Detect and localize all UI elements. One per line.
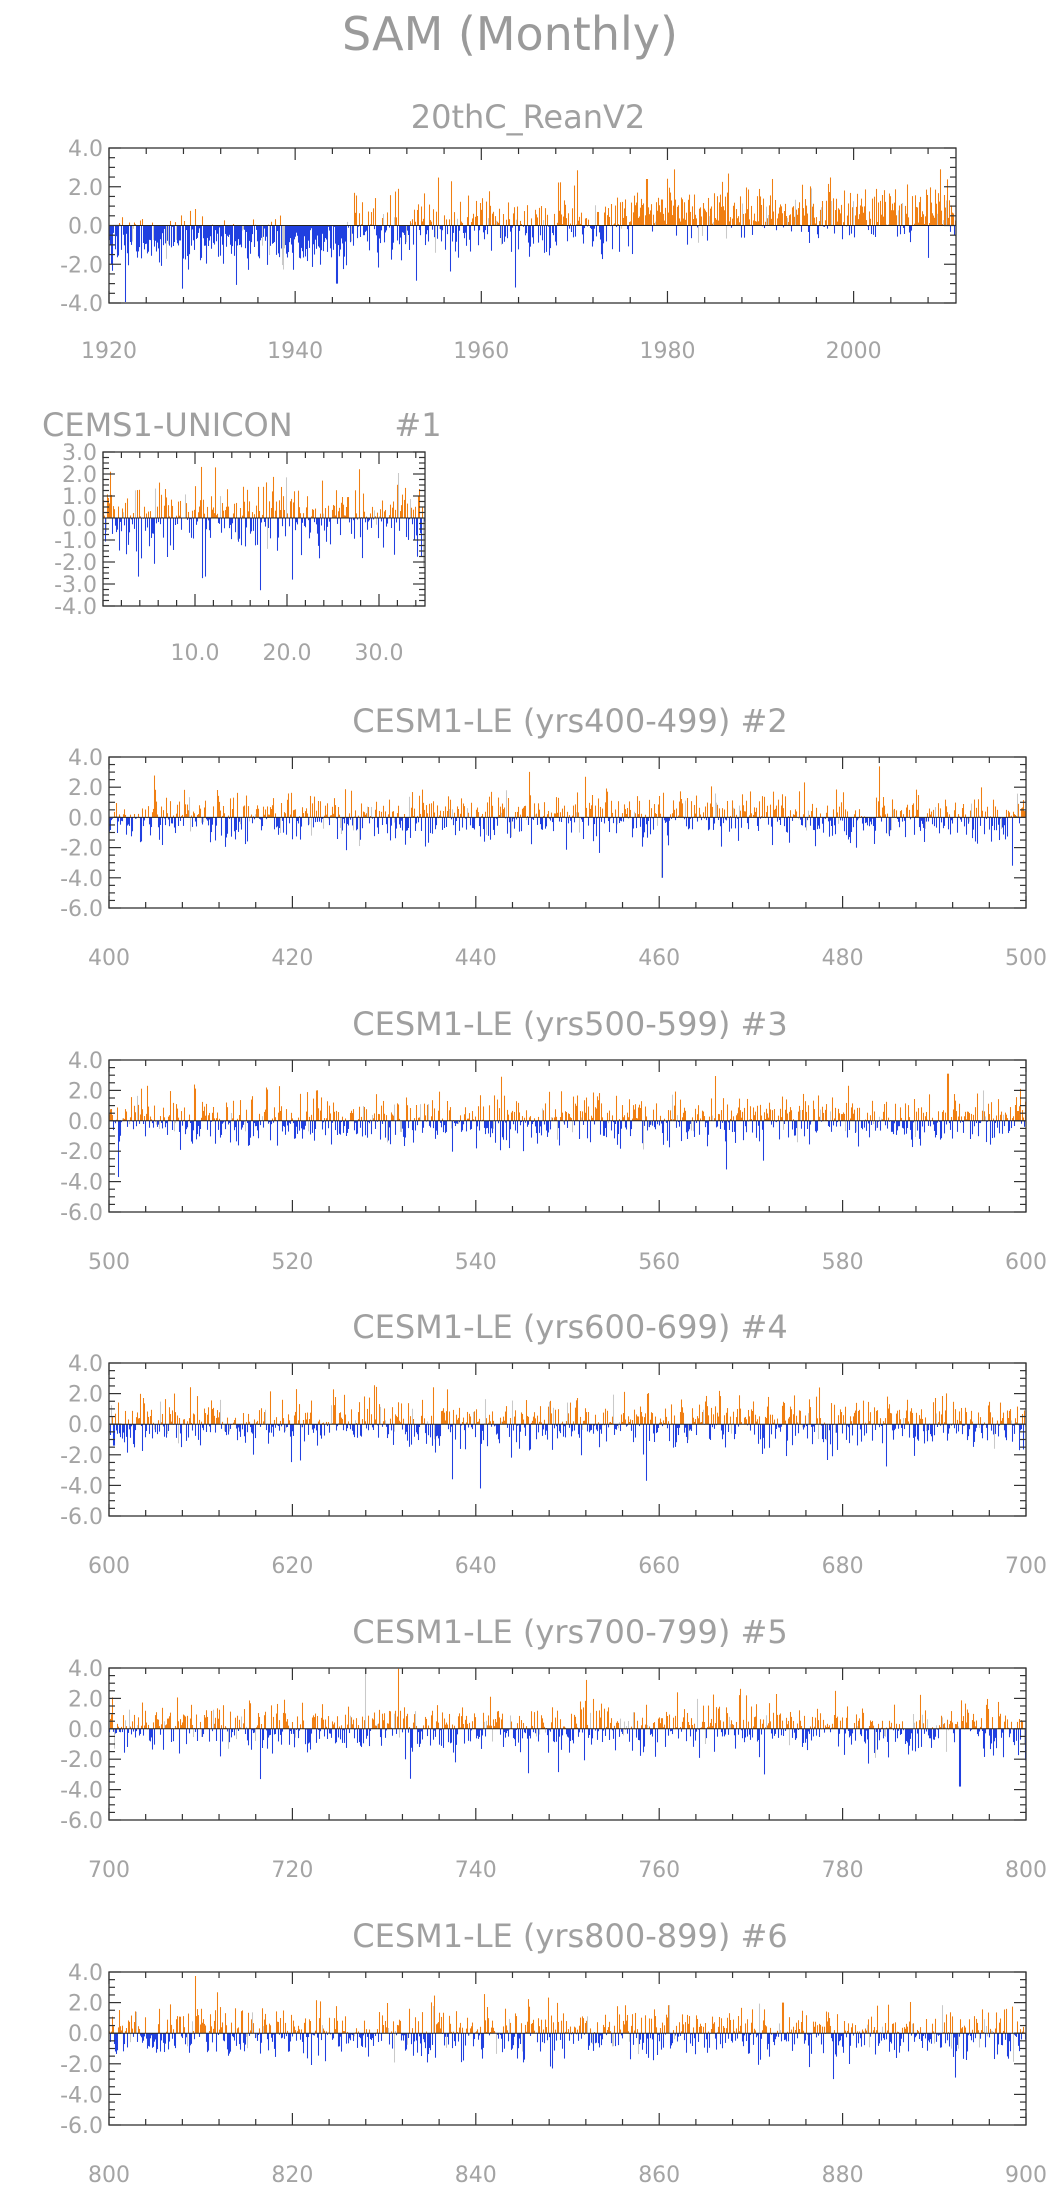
panel-6: CESM1-LE (yrs700-799) #5-6.0-4.0-2.00.02…	[60, 1613, 1047, 1883]
y-tick-label: 4.0	[68, 1049, 103, 1074]
y-tick-label: -2.0	[60, 1140, 103, 1165]
y-tick-label: -2.0	[60, 837, 103, 862]
plot-frame	[108, 1059, 1027, 1213]
y-tick-label: -2.0	[60, 1444, 103, 1469]
x-tick-label: 10.0	[171, 641, 220, 666]
y-tick-label: -4.0	[54, 595, 97, 620]
bar-series	[108, 169, 957, 303]
figure-title: SAM (Monthly)	[342, 7, 678, 61]
x-tick-label: 680	[822, 1554, 864, 1579]
y-tick-label: 3.0	[62, 441, 97, 466]
x-tick-label: 500	[88, 1250, 130, 1275]
x-tick-label: 400	[88, 946, 130, 971]
y-tick-label: -4.0	[60, 1171, 103, 1196]
y-tick-label: 0.0	[68, 806, 103, 831]
x-tick-label: 700	[1005, 1554, 1047, 1579]
y-tick-label: 2.0	[68, 176, 103, 201]
panel-1: 20thC_ReanV2 -4.0 -2.0 0.0 2.0 4.0 1920 1940 196…	[60, 98, 957, 364]
x-tick-label: 420	[271, 946, 313, 971]
y-tick-label: -2.0	[60, 253, 103, 278]
y-tick-label: 0.0	[68, 1413, 103, 1438]
y-tick-label: 4.0	[68, 746, 103, 771]
panel-title: CESM1-LE (yrs600-699) #4	[352, 1308, 787, 1346]
x-tick-label: 500	[1005, 946, 1047, 971]
x-tick-label: 640	[455, 1554, 497, 1579]
x-tick-label: 520	[271, 1250, 313, 1275]
x-tick-label: 580	[822, 1250, 864, 1275]
x-tick-label: 660	[638, 1554, 680, 1579]
bar-series	[108, 766, 1027, 878]
panel-title: CESM1-LE (yrs700-799) #5	[352, 1613, 787, 1651]
y-tick-label: 0.0	[68, 1110, 103, 1135]
x-tick-label: 1940	[267, 339, 323, 364]
y-tick-label: -4.0	[60, 1474, 103, 1499]
bar-series	[102, 466, 426, 591]
y-tick-label: -3.0	[54, 573, 97, 598]
x-tick-label: 1960	[453, 339, 509, 364]
y-tick-label: 1.0	[62, 485, 97, 510]
y-tick-label: -6.0	[60, 1505, 103, 1530]
y-tick-label: 4.0	[68, 1352, 103, 1377]
x-tick-label: 600	[88, 1554, 130, 1579]
y-tick-label: 2.0	[68, 1383, 103, 1408]
panel-title: CEMS1-UNICON #1	[42, 406, 442, 444]
x-tick-label: 620	[271, 1554, 313, 1579]
x-tick-label: 30.0	[355, 641, 404, 666]
panel-title: 20thC_ReanV2	[411, 98, 646, 136]
y-tick-label: 4.0	[68, 137, 103, 162]
y-tick-label: 2.0	[68, 1079, 103, 1104]
bar-series	[108, 1668, 1027, 1787]
panel-4: CESM1-LE (yrs500-599) #3 -6.0 -4.0 -2.0 0.0 2…	[60, 1005, 1047, 1275]
y-tick-label: -2.0	[54, 551, 97, 576]
x-tick-label: 20.0	[263, 641, 312, 666]
panel-5: CESM1-LE (yrs600-699) #4 -6.0 -4.0 -2.0 0.0 2…	[60, 1308, 1047, 1579]
panel-2: CEMS1-UNICON #1 -4.0-3.0-2.0-1.00.01.02.0…	[42, 406, 442, 666]
y-tick-label: 0.0	[62, 507, 97, 532]
x-tick-label: 560	[638, 1250, 680, 1275]
x-tick-label: 540	[455, 1250, 497, 1275]
x-tick-label: 460	[638, 946, 680, 971]
x-tick-label: 480	[822, 946, 864, 971]
y-tick-label: -6.0	[60, 1201, 103, 1226]
panel-title: CESM1-LE (yrs400-499) #2	[352, 702, 787, 740]
panels: 20thC_ReanV2 -4.0 -2.0 0.0 2.0 4.0 1920 1940 196…	[42, 98, 1047, 2187]
y-tick-label: -4.0	[60, 292, 103, 317]
y-tick-label: -1.0	[54, 529, 97, 554]
x-tick-label: 1980	[639, 339, 695, 364]
y-tick-label: -6.0	[60, 897, 103, 922]
y-tick-label: -4.0	[60, 867, 103, 892]
x-tick-label: 440	[455, 946, 497, 971]
plot-frame	[108, 1362, 1027, 1517]
bar-series	[108, 1073, 1027, 1178]
panel-title: CESM1-LE (yrs500-599) #3	[352, 1005, 787, 1043]
y-tick-label: 0.0	[68, 215, 103, 240]
x-tick-label: 600	[1005, 1250, 1047, 1275]
panel-3: CESM1-LE (yrs400-499) #2 -6.0 -4.0 -2.0 0.0 2…	[60, 702, 1047, 971]
y-tick-label: 2.0	[68, 776, 103, 801]
x-tick-label: 1920	[81, 339, 137, 364]
y-tick-label: 2.0	[62, 463, 97, 488]
bar-series	[108, 1385, 1027, 1489]
x-tick-label: 2000	[826, 339, 882, 364]
